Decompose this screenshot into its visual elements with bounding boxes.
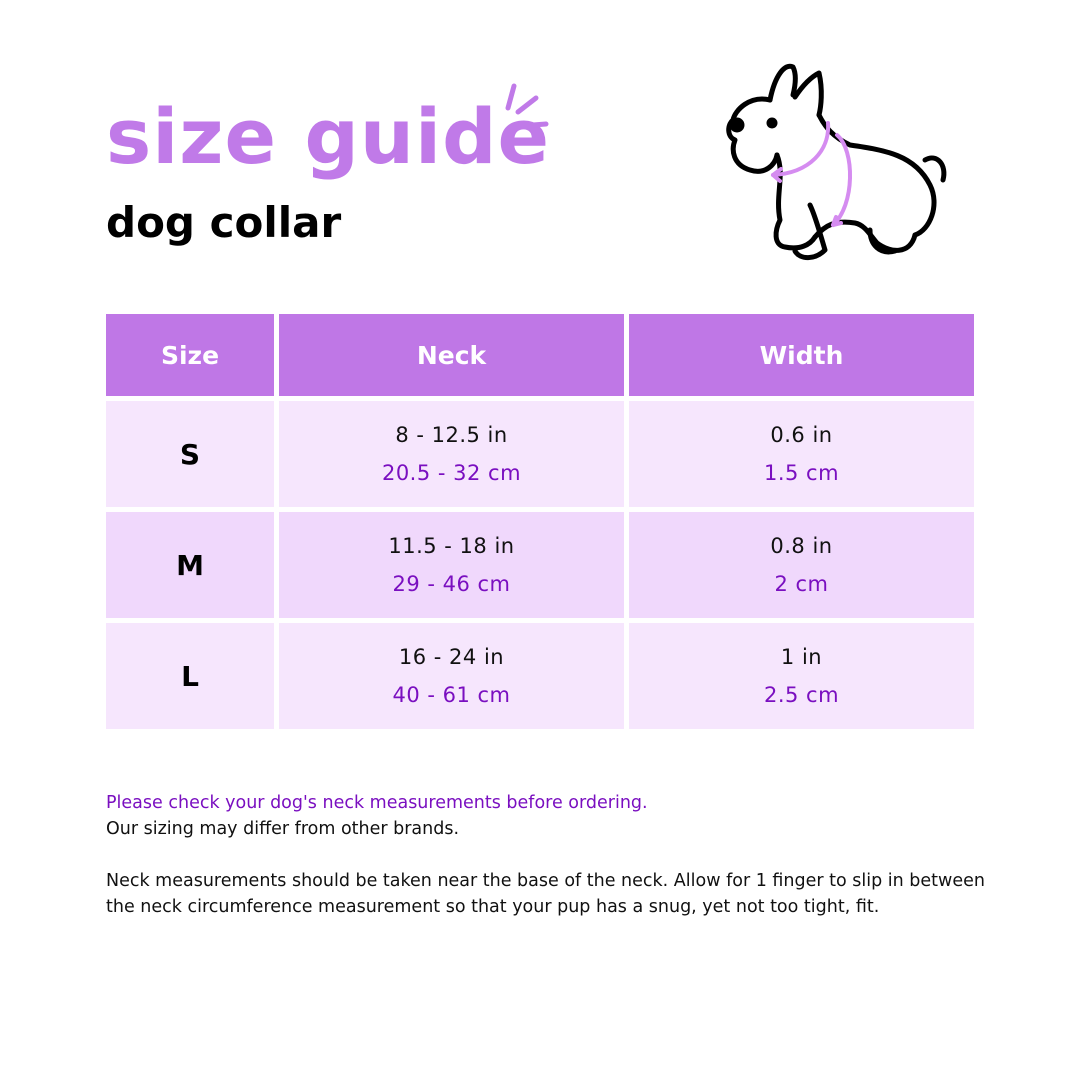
page-subtitle: dog collar [106, 198, 342, 247]
neck-cell-l: 16 - 24 in 40 - 61 cm [279, 623, 624, 729]
sizing-disclaimer: Our sizing may differ from other brands. [106, 819, 460, 839]
neck-inches: 8 - 12.5 in [395, 423, 508, 447]
neck-centimeters: 40 - 61 cm [392, 683, 511, 707]
column-header-width: Width [629, 314, 974, 396]
page-title: size guide [106, 92, 551, 181]
width-centimeters: 1.5 cm [763, 461, 840, 485]
column-header-size: Size [106, 314, 274, 396]
size-table: Size Neck Width S 8 - 12.5 in 20.5 - 32 … [106, 314, 974, 729]
sizing-notes: Please check your dog's neck measurement… [106, 790, 986, 920]
width-inches: 1 in [780, 645, 823, 669]
width-inches: 0.8 in [770, 534, 833, 558]
width-inches: 0.6 in [770, 423, 833, 447]
size-cell-s: S [106, 401, 274, 507]
neck-inches: 16 - 24 in [398, 645, 505, 669]
width-centimeters: 2 cm [774, 572, 829, 596]
width-cell-s: 0.6 in 1.5 cm [629, 401, 974, 507]
size-cell-m: M [106, 512, 274, 618]
column-header-neck: Neck [279, 314, 624, 396]
neck-inches: 11.5 - 18 in [388, 534, 515, 558]
neck-centimeters: 29 - 46 cm [392, 572, 511, 596]
sparkle-icon [505, 83, 549, 129]
width-cell-m: 0.8 in 2 cm [629, 512, 974, 618]
measurement-warning: Please check your dog's neck measurement… [106, 793, 648, 813]
width-centimeters: 2.5 cm [763, 683, 840, 707]
neck-cell-m: 11.5 - 18 in 29 - 46 cm [279, 512, 624, 618]
neck-cell-s: 8 - 12.5 in 20.5 - 32 cm [279, 401, 624, 507]
neck-centimeters: 20.5 - 32 cm [381, 461, 522, 485]
dog-illustration-icon [726, 63, 947, 261]
measurement-instructions: Neck measurements should be taken near t… [106, 871, 985, 917]
width-cell-l: 1 in 2.5 cm [629, 623, 974, 729]
size-cell-l: L [106, 623, 274, 729]
